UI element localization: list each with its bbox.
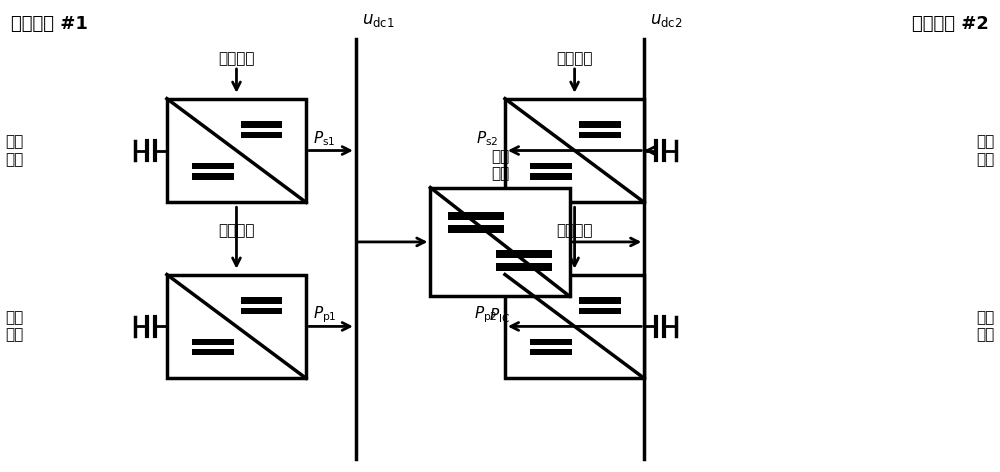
Bar <box>241 297 282 303</box>
Bar <box>530 339 572 345</box>
Bar <box>430 187 570 296</box>
Text: 直流微网 #2: 直流微网 #2 <box>912 16 989 34</box>
Text: 互联
装置: 互联 装置 <box>491 149 509 182</box>
Bar <box>241 132 282 138</box>
Text: $\mathit{u}_{\mathrm{dc2}}$: $\mathit{u}_{\mathrm{dc2}}$ <box>650 11 683 29</box>
Text: $P_{\rm p2}$: $P_{\rm p2}$ <box>474 304 498 325</box>
Text: 下垂控制: 下垂控制 <box>218 51 255 66</box>
Text: $P_{\rm IC}$: $P_{\rm IC}$ <box>489 306 511 325</box>
Text: $\mathit{u}_{\mathrm{dc1}}$: $\mathit{u}_{\mathrm{dc1}}$ <box>362 11 394 29</box>
Bar <box>192 349 234 355</box>
Bar <box>530 173 572 179</box>
Text: 平衡
单元: 平衡 单元 <box>976 135 994 167</box>
Text: 直流微网 #1: 直流微网 #1 <box>11 16 88 34</box>
Bar <box>505 275 644 378</box>
Bar <box>192 173 234 179</box>
Text: $P_{\rm s2}$: $P_{\rm s2}$ <box>476 129 498 148</box>
Text: 下垂控制: 下垂控制 <box>556 51 593 66</box>
Bar <box>192 339 234 345</box>
Text: 功率控制: 功率控制 <box>556 223 593 238</box>
Bar <box>241 121 282 128</box>
Text: $P_{\rm p1}$: $P_{\rm p1}$ <box>313 304 337 325</box>
Bar <box>167 99 306 202</box>
Text: 平衡
单元: 平衡 单元 <box>6 135 24 167</box>
Bar <box>579 297 621 303</box>
Bar <box>579 121 621 128</box>
Text: 功率
单元: 功率 单元 <box>6 310 24 343</box>
Bar <box>579 308 621 314</box>
Bar <box>448 212 504 219</box>
Bar <box>448 225 504 233</box>
Bar <box>496 250 552 258</box>
Bar <box>530 349 572 355</box>
Bar <box>505 99 644 202</box>
Bar <box>496 263 552 271</box>
Text: 功率
单元: 功率 单元 <box>976 310 994 343</box>
Text: $P_{\rm s1}$: $P_{\rm s1}$ <box>313 129 336 148</box>
Bar <box>579 132 621 138</box>
Bar <box>167 275 306 378</box>
Text: 功率控制: 功率控制 <box>218 223 255 238</box>
Bar <box>530 163 572 169</box>
Bar <box>192 163 234 169</box>
Bar <box>241 308 282 314</box>
